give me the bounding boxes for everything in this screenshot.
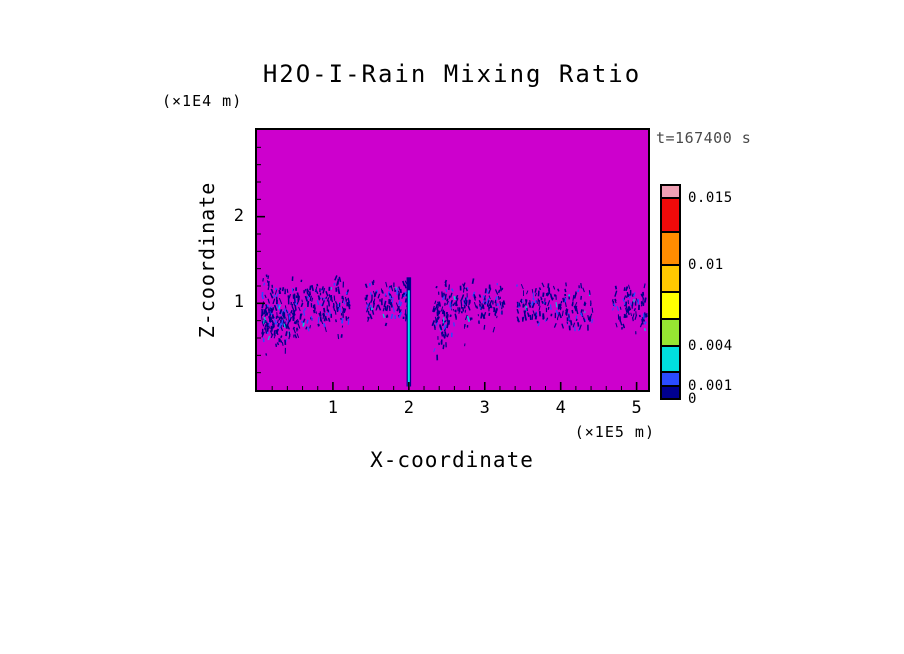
x-tick-label: 2: [403, 398, 414, 418]
colorbar-segment: [660, 384, 681, 400]
heatmap-canvas: [257, 130, 648, 390]
x-tick-label: 5: [631, 398, 642, 418]
rain-speckles: [260, 274, 648, 361]
colorbar-segment: [660, 344, 681, 374]
z-tick-label: 1: [233, 292, 244, 313]
background-field: [257, 130, 648, 390]
plot-area: [255, 128, 650, 392]
colorbar-segment: [660, 197, 681, 233]
z-tick-label: 2: [233, 205, 244, 226]
colorbar-segment: [660, 371, 681, 387]
axis-ticks: [257, 146, 638, 390]
colorbar-tick-label: 0: [688, 391, 697, 407]
colorbar-segment: [660, 264, 681, 293]
downdraft-column: [406, 277, 412, 387]
colorbar-tick-label: 0.004: [688, 337, 733, 354]
x-axis-unit-label: (×1E5 m): [574, 423, 655, 441]
z-axis-unit-label: (×1E4 m): [162, 92, 243, 110]
chart-title: H2O-I-Rain Mixing Ratio: [262, 60, 642, 88]
colorbar-segment: [660, 291, 681, 320]
time-label: t=167400 s: [656, 129, 752, 147]
colorbar-tick-label: 0.001: [688, 377, 733, 394]
colorbar-segment: [660, 317, 681, 347]
x-tick-label: 4: [555, 398, 566, 418]
colorbar-tick-label: 0.015: [688, 190, 733, 207]
z-axis-title: Z-coordinate: [195, 181, 219, 339]
x-tick-label: 3: [479, 398, 490, 418]
colorbar-segment: [660, 230, 681, 267]
colorbar-tick-label: 0.01: [688, 257, 724, 274]
colorbar-segment: [660, 184, 681, 200]
colorbar: [660, 184, 681, 400]
x-tick-label: 1: [327, 398, 339, 418]
x-axis-title: X-coordinate: [370, 448, 534, 472]
